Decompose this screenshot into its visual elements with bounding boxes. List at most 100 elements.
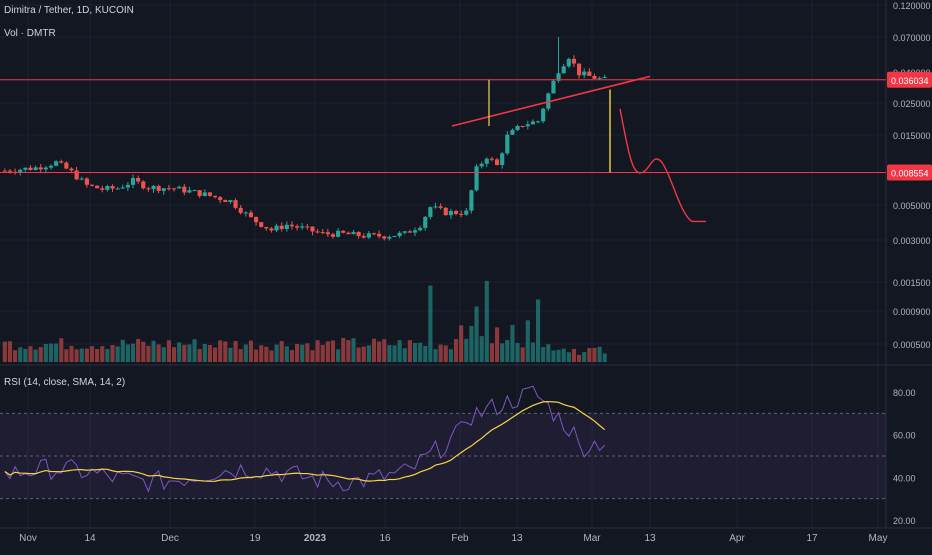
volume-bar [69,345,74,362]
candle-body [284,224,289,230]
candle-body [33,167,38,170]
rsi-axis-label: 20.00 [893,516,916,526]
candle-body [274,225,279,231]
price-axis-label: 0.015000 [893,131,931,141]
time-axis-label: Mar [583,533,601,544]
volume-bar [305,343,310,362]
volume-bar [592,347,597,362]
volume-bar [387,345,392,362]
candle-body [566,58,571,67]
candle-body [38,167,43,170]
volume-bar [74,349,79,362]
volume-bar [289,350,295,362]
volume-bar [541,347,546,362]
volume-bar [371,338,377,362]
volume-bar [484,280,489,362]
volume-bar [428,285,433,362]
volume-bar [525,320,530,362]
volume-bar [274,344,279,362]
volume-bar [438,344,443,362]
volume-bar [156,344,161,362]
volume-bar [597,346,602,362]
time-axis-label: 2023 [304,533,327,544]
volume-bar [402,348,407,362]
volume-bar [505,340,510,362]
volume-bar [561,348,566,362]
candle-body [382,236,387,239]
volume-bar [187,344,192,362]
volume-bar [115,346,120,362]
volume-bar [366,345,371,362]
candle-body [2,170,7,172]
volume-bar [95,348,100,362]
volume-bar [130,343,136,362]
volume-bar [587,348,592,362]
rsi-legend: RSI (14, close, SMA, 14, 2) [4,377,126,388]
candle-body [207,192,212,196]
candle-body [459,213,464,215]
candle-body [130,177,136,185]
candle-body [402,231,407,233]
candle-body [151,185,156,190]
volume-bar [356,347,361,362]
volume-bar [530,342,535,362]
candle-body [464,210,469,215]
volume-bar [243,344,248,362]
rsi-ma-line [4,400,606,482]
time-axis-label: 19 [249,533,261,544]
volume-bar [571,348,577,362]
volume-bar [469,325,474,362]
candle-body [192,190,197,192]
volume-bar [602,353,607,362]
candle-body [551,80,556,94]
volume-bar [551,350,556,362]
candle-body [233,200,238,208]
candle-body [505,134,510,154]
candle-body [535,121,541,123]
candle-body [223,200,228,203]
candle-body [248,212,254,217]
candle-body [418,227,423,231]
candle-body [525,124,530,127]
volume-bar [479,336,484,362]
candle-body [489,158,494,160]
price-axis-group: 0.1200000.0700000.0400000.0250000.015000… [887,1,932,526]
volume-bar [228,347,233,362]
volume-bar [59,338,64,362]
candle-body [197,190,202,196]
volume-bar [310,350,315,362]
candle-body [602,77,607,79]
volume-bar [141,341,146,362]
candle-body [171,188,177,190]
volume-bar [582,352,587,362]
volume-bar [18,347,23,362]
volume-bar [223,341,228,362]
candle-body [166,188,171,190]
volume-bar [382,339,387,362]
candle-body [377,233,382,237]
price-axis-label: 0.005000 [893,201,931,211]
time-axis-label: Apr [729,533,745,544]
candle-body [305,226,310,228]
candle-body [577,63,582,76]
time-axis-label: Nov [19,533,37,544]
candle-body [500,153,505,166]
volume-bar [28,346,33,362]
rsi-axis-label: 60.00 [893,431,916,441]
volume-bar [64,349,69,362]
candle-body [582,71,587,76]
volume-bar [79,348,84,362]
volume-bar [110,345,115,362]
current-price-label-bg [887,71,932,88]
candle-body [515,125,520,131]
volume-bar [433,349,438,362]
volume-bar [23,348,28,362]
candle-body [412,230,418,233]
candle-body [428,207,433,217]
candle-body [320,232,325,234]
volume-bar [218,340,223,362]
candle-body [438,206,443,208]
volume-bar [284,346,289,362]
